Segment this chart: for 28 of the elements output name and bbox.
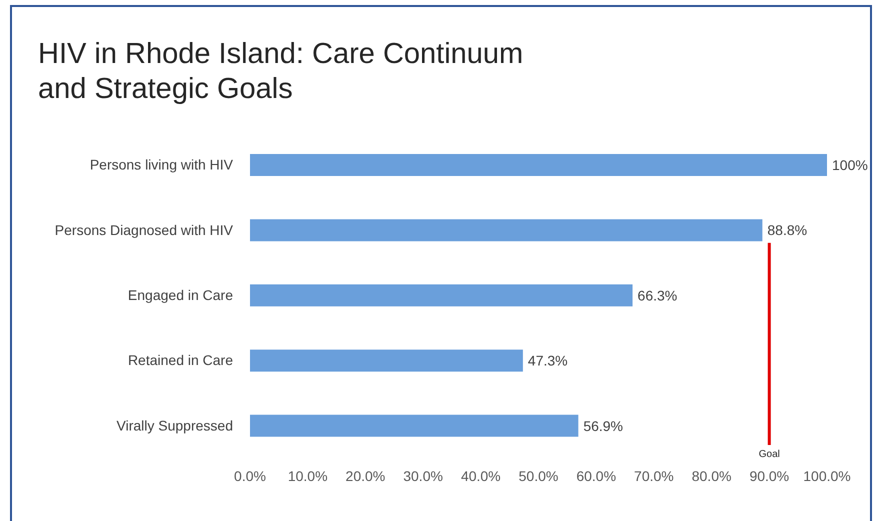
x-tick-label: 20.0%: [346, 468, 386, 484]
x-tick-label: 90.0%: [749, 468, 790, 484]
data-label: 100%: [832, 156, 868, 173]
y-tick-label: Persons Diagnosed with HIV: [54, 222, 234, 238]
x-tick-label: 100.0%: [803, 468, 851, 484]
data-label: 47.3%: [528, 352, 568, 369]
bar: [250, 414, 578, 437]
data-label: 88.8%: [767, 222, 808, 238]
bar: [250, 284, 633, 306]
bar: [250, 350, 523, 372]
chart-title: HIV in Rhode Island: Care Continuum and Strategic Goals: [38, 37, 524, 107]
bar: [250, 154, 827, 176]
x-tick-label: 40.0%: [460, 468, 501, 484]
y-tick-label: Engaged in Care: [128, 286, 234, 303]
ref-line-label: Goal: [758, 449, 780, 460]
data-label: 56.9%: [583, 418, 624, 434]
x-tick-label: 80.0%: [692, 468, 732, 484]
x-tick-label: 60.0%: [576, 468, 616, 484]
x-tick-label: 0.0%: [234, 468, 266, 484]
y-tick-label: Persons living with HIV: [90, 156, 234, 173]
x-tick-label: 10.0%: [288, 468, 328, 484]
bar: [250, 219, 762, 242]
y-tick-label: Retained in Care: [128, 352, 234, 368]
x-tick-label: 30.0%: [403, 468, 443, 484]
x-tick-label: 70.0%: [634, 468, 674, 484]
y-tick-label: Virally Suppressed: [116, 417, 233, 434]
x-tick-label: 50.0%: [518, 468, 558, 484]
data-label: 66.3%: [638, 287, 678, 304]
